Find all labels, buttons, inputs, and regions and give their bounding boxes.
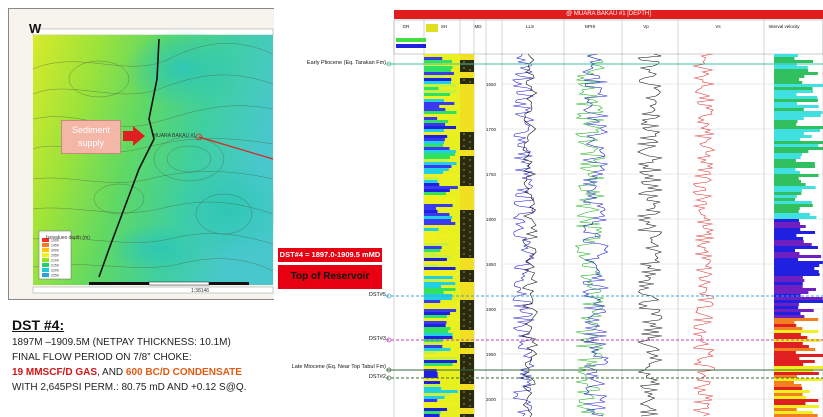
legend-swatch [42,238,49,242]
legend-swatch [42,263,49,267]
sediment-supply-label: Sediment supply [61,120,121,154]
track-header-label: LLS [526,24,534,29]
legend-value: 1950 [51,244,59,248]
legend-swatch [42,268,49,272]
legend-swatch [42,243,49,247]
track-header-label: NPHI [585,24,596,29]
dst-flow-line: FINAL FLOW PERIOD ON 7/8” CHOKE: [12,352,192,363]
depth-tick-label: 1750 [486,172,497,177]
depth-tick-label: 1950 [486,352,497,357]
rates-connector: , AND [97,367,126,378]
log-header-title: @ MUARA BAKAU #1 [DEPTH] [394,10,823,19]
top-of-reservoir-box: Top of Reservoir [278,265,382,289]
fault-line [98,38,160,278]
legend-swatch [42,258,49,262]
track-header-label: Vs [715,24,721,29]
dst4-interval-box: DST#4 = 1897.0-1909.5 mMD [278,248,382,262]
contour-map-panel: 1900 1950 2000 2050 2100 2150 2200 2250 W Sedim… [8,8,282,300]
legend-value: 2150 [51,264,59,268]
map-corner-label: W [29,21,42,36]
legend-swatch [42,273,49,277]
scale-bar [89,281,249,286]
legend-value: 2250 [51,274,59,278]
track-header-label: GR [403,24,411,29]
sediment-arrow-icon [123,126,145,146]
condensate-rate: 600 BC/D CONDENSATE [125,367,242,378]
legend-title: Isovalues depth (m) [46,235,90,241]
legend-value: 2000 [51,249,59,253]
well-log-display: 1650 1700 1750 1800 1850 1900 1950 2000 GR SH MD LL… [386,19,823,417]
dst-perm-line: WITH 2,645PSI PERM.: 80.75 mD AND +0.12 … [12,382,247,393]
marker-early-pliocene: Early Pliocene (Eq. Tarakan Fm) [306,60,386,66]
depth-tick-label: 1650 [486,82,497,87]
legend-value: 2200 [51,269,59,273]
track-header-label: MD [475,24,483,29]
marker-late-miocene: Late Miocene (Eq. Near Top Tabul Fm) [291,364,386,370]
well-name-label: MUARA BAKAU #1 [153,133,197,139]
legend-value: 2050 [51,254,59,258]
well-log-panel: 1650 1700 1750 1800 1850 1900 1950 2000 GR SH MD LL… [274,8,823,417]
depth-tick-label: 1700 [486,127,497,132]
dst-title: DST #4: [12,317,65,333]
marker-dst3: DST#3 [368,336,386,342]
gas-rate: 19 MMSCF/D GAS [12,367,98,378]
scale-label: 1:38146 [191,288,210,294]
depth-tick-label: 1900 [486,307,497,312]
track-header-label: SH [441,24,447,29]
well-trajectory-line [198,136,274,160]
marker-dst2: DST#2 [368,374,386,380]
depth-tick-label: 1800 [486,217,497,222]
track-header-label: Interval velocity [768,24,800,29]
depth-tick-label: 1850 [486,262,497,267]
marker-dst5: DST#5 [368,292,386,298]
depth-tick-label: 2000 [486,397,497,402]
legend-value: 2100 [51,259,59,263]
legend-swatch [42,253,49,257]
dst-rates-line: 19 MMSCF/D GAS, AND 600 BC/D CONDENSATE [12,367,242,378]
track-header-label: Vp [643,24,649,29]
legend-swatch [42,248,49,252]
dst-interval-line: 1897M –1909.5M (NETPAY THICKNESS: 10.1M) [12,337,231,348]
legend-value: 1900 [51,239,59,243]
